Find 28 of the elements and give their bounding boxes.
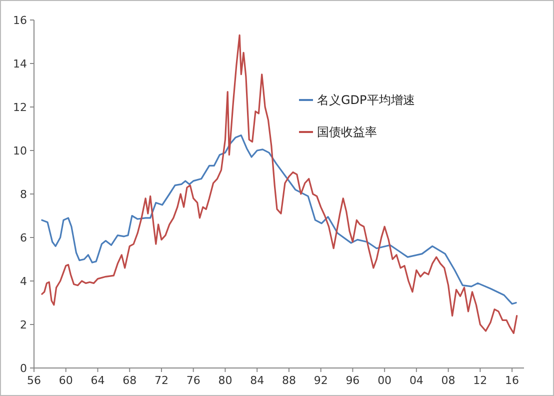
legend-label: 国债收益率	[317, 125, 377, 140]
x-tick-label: 60	[58, 374, 73, 387]
x-tick-label: 16	[505, 374, 520, 387]
x-tick-label: 00	[378, 374, 392, 387]
x-tick-label: 64	[90, 374, 105, 387]
y-tick-label: 2	[20, 318, 27, 332]
x-tick-label: 88	[282, 374, 296, 387]
y-tick-label: 4	[20, 274, 27, 288]
x-tick-label: 80	[218, 374, 232, 387]
x-tick-label: 72	[154, 374, 168, 387]
y-tick-label: 12	[13, 100, 27, 114]
y-tick-label: 8	[20, 188, 27, 201]
x-tick-label: 92	[314, 374, 328, 387]
x-tick-label: 04	[409, 374, 424, 387]
x-tick-label: 96	[346, 374, 360, 387]
y-tick-label: 14	[13, 57, 27, 70]
x-tick-label: 56	[27, 374, 41, 387]
y-tick-label: 6	[20, 231, 27, 244]
legend-label: 名义GDP平均增速	[317, 93, 415, 108]
y-tick-label: 10	[13, 144, 27, 158]
line-series	[41, 34, 518, 334]
x-tick-label: 68	[122, 374, 137, 387]
x-tick-label: 12	[473, 374, 488, 387]
y-tick-label: 16	[13, 14, 27, 27]
x-tick-label: 08	[441, 374, 456, 387]
x-tick-label: 84	[250, 374, 264, 387]
y-tick-label: 0	[20, 362, 27, 375]
x-tick-label: 76	[186, 374, 200, 387]
